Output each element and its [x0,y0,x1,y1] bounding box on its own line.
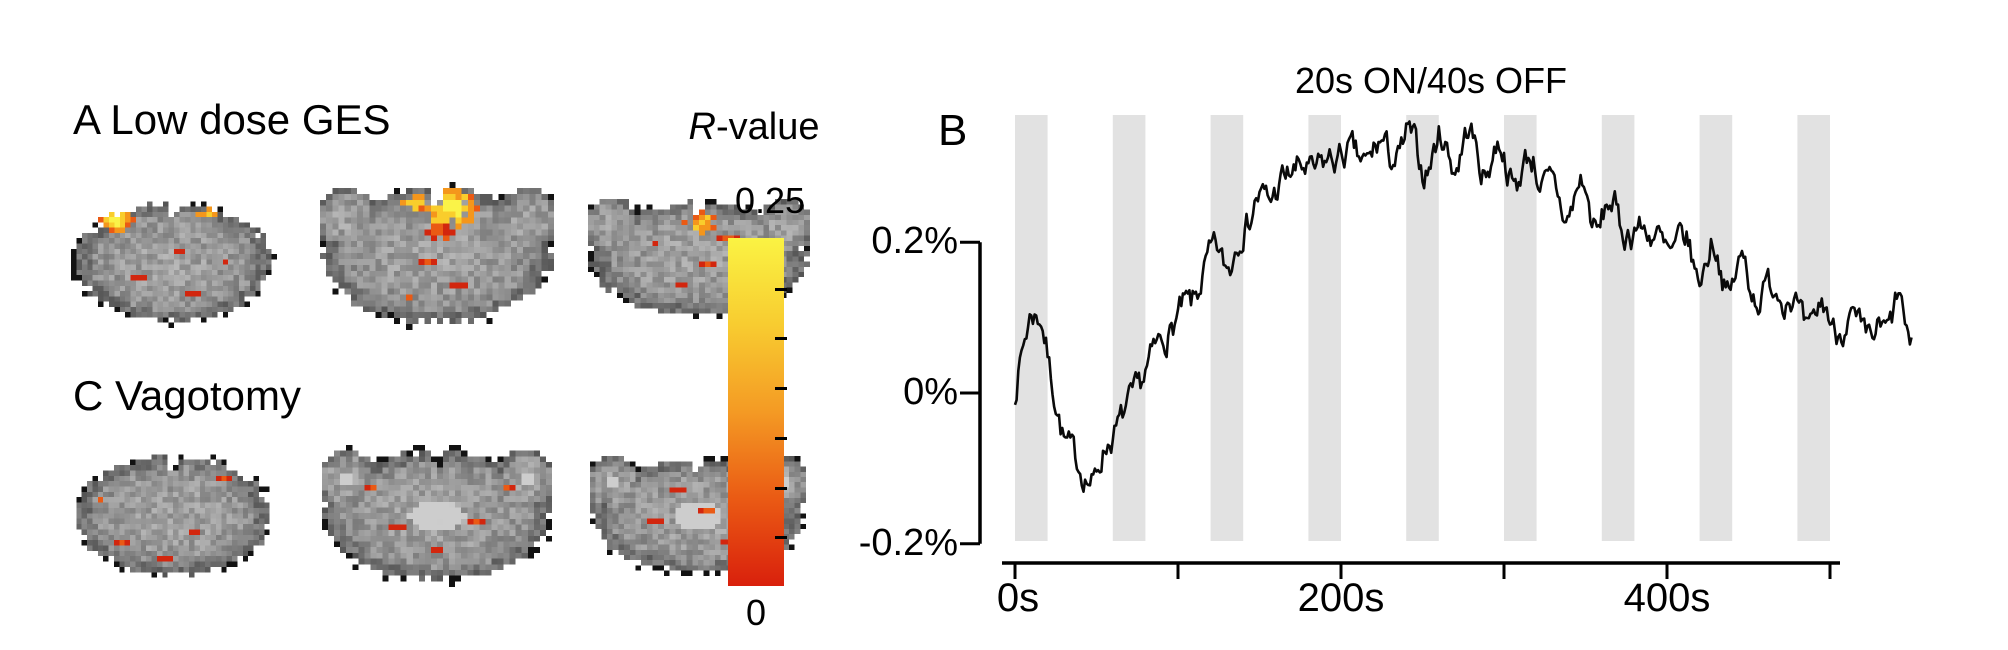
panel-b-label: B [938,106,968,155]
stim-on-band [1210,115,1244,541]
colorbar-tick [775,536,787,540]
brain-slice-a1 [71,196,277,328]
timecourse-plot [960,115,1913,579]
colorbar-title: R-value [654,106,854,149]
stim-on-band [1699,115,1733,541]
brain-slice-a2 [320,182,554,330]
colorbar-tick [775,387,787,391]
x-tick-label-0s: 0s [996,576,1040,620]
stim-on-band [1797,115,1830,541]
brain-slice-c2 [322,445,552,587]
signal-trace [1013,120,1913,493]
stim-on-band [1112,115,1146,541]
stim-on-band [1601,115,1635,541]
stim-on-band [1308,115,1341,541]
colorbar-min-label: 0 [745,592,767,633]
y-tick-label-zero: 0% [903,371,958,413]
panel-a-label: A Low dose GES [73,96,391,143]
y-tick-label-bottom: -0.2% [858,522,958,564]
colorbar-tick [775,337,787,341]
x-tick-label-400s: 400s [1623,576,1711,620]
plot-title: 20s ON/40s OFF [1294,60,1568,101]
colorbar-max-label: 0.25 [734,180,806,221]
colorbar-title-r: R [688,106,716,148]
x-tick-label-200s: 200s [1297,576,1385,620]
colorbar-tick [775,287,787,291]
colorbar-title-rest: -value [715,106,820,148]
colorbar-tick [775,486,787,490]
colorbar-tick [775,436,787,440]
y-tick-label-top: 0.2% [871,220,958,262]
brain-slice-c1 [71,449,275,583]
panel-c-label: C Vagotomy [73,372,301,419]
colorbar-gradient [728,238,787,586]
